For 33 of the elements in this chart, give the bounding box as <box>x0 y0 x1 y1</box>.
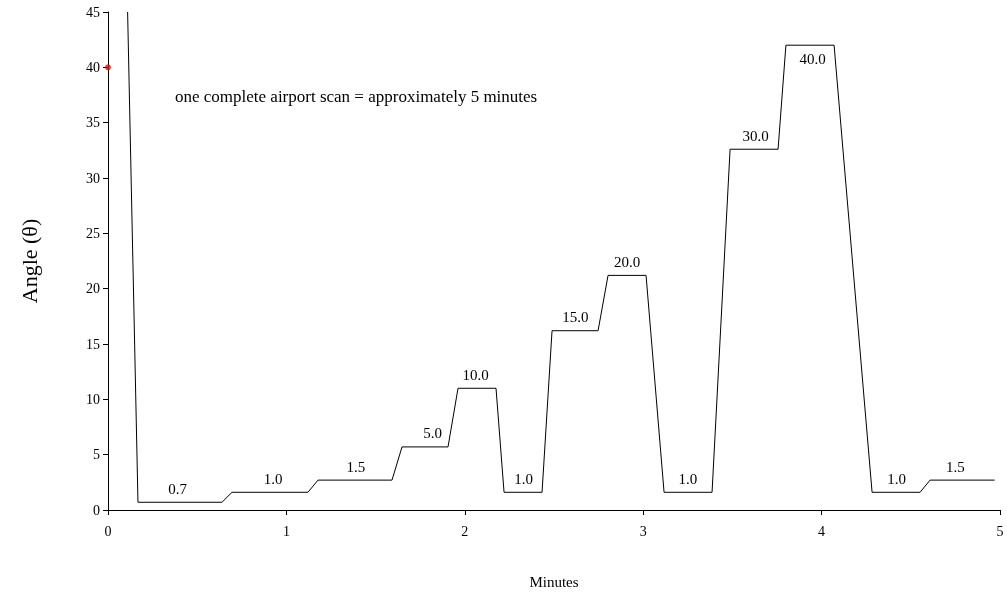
annotation: 1.0 <box>263 470 283 487</box>
annotation: 10.0 <box>462 366 489 383</box>
x-tick-label: 2 <box>461 523 469 539</box>
y-tick-label: 35 <box>86 115 100 131</box>
y-tick-label: 25 <box>86 225 100 241</box>
annotation: 1.0 <box>887 470 906 487</box>
y-tick-label: 0 <box>93 502 100 518</box>
y-axis-title: Angle (θ) <box>16 218 42 304</box>
x-axis-title: Minutes <box>529 573 579 590</box>
annotation: 1.0 <box>678 470 698 487</box>
y-tick-label: 10 <box>86 391 100 407</box>
annotation: one complete airport scan = approximately 5 minutes <box>175 87 538 106</box>
y-tick-label: 45 <box>86 4 100 20</box>
line-series <box>127 11 996 503</box>
annotation: 1.5 <box>946 458 965 475</box>
x-tick-label: 5 <box>996 523 1004 539</box>
annotation: 1.0 <box>514 470 534 487</box>
annotation: 30.0 <box>742 127 769 144</box>
x-tick-label: 0 <box>104 523 112 539</box>
annotation: 40.0 <box>799 50 826 67</box>
annotation: 20.0 <box>614 253 641 270</box>
annotation: 5.0 <box>423 425 443 442</box>
annotation: 0.7 <box>168 480 188 497</box>
x-tick-label: 4 <box>818 523 826 539</box>
y-tick-label: 20 <box>86 281 100 297</box>
x-tick-label: 3 <box>639 523 647 539</box>
annotation: 1.5 <box>346 458 366 475</box>
y-tick-label: 5 <box>93 447 100 463</box>
y-tick-label: 40 <box>86 59 100 75</box>
y-tick-label: 15 <box>86 336 100 352</box>
y-tick-label: 30 <box>86 170 100 186</box>
x-tick-label: 1 <box>282 523 290 539</box>
annotation: 15.0 <box>562 309 589 326</box>
